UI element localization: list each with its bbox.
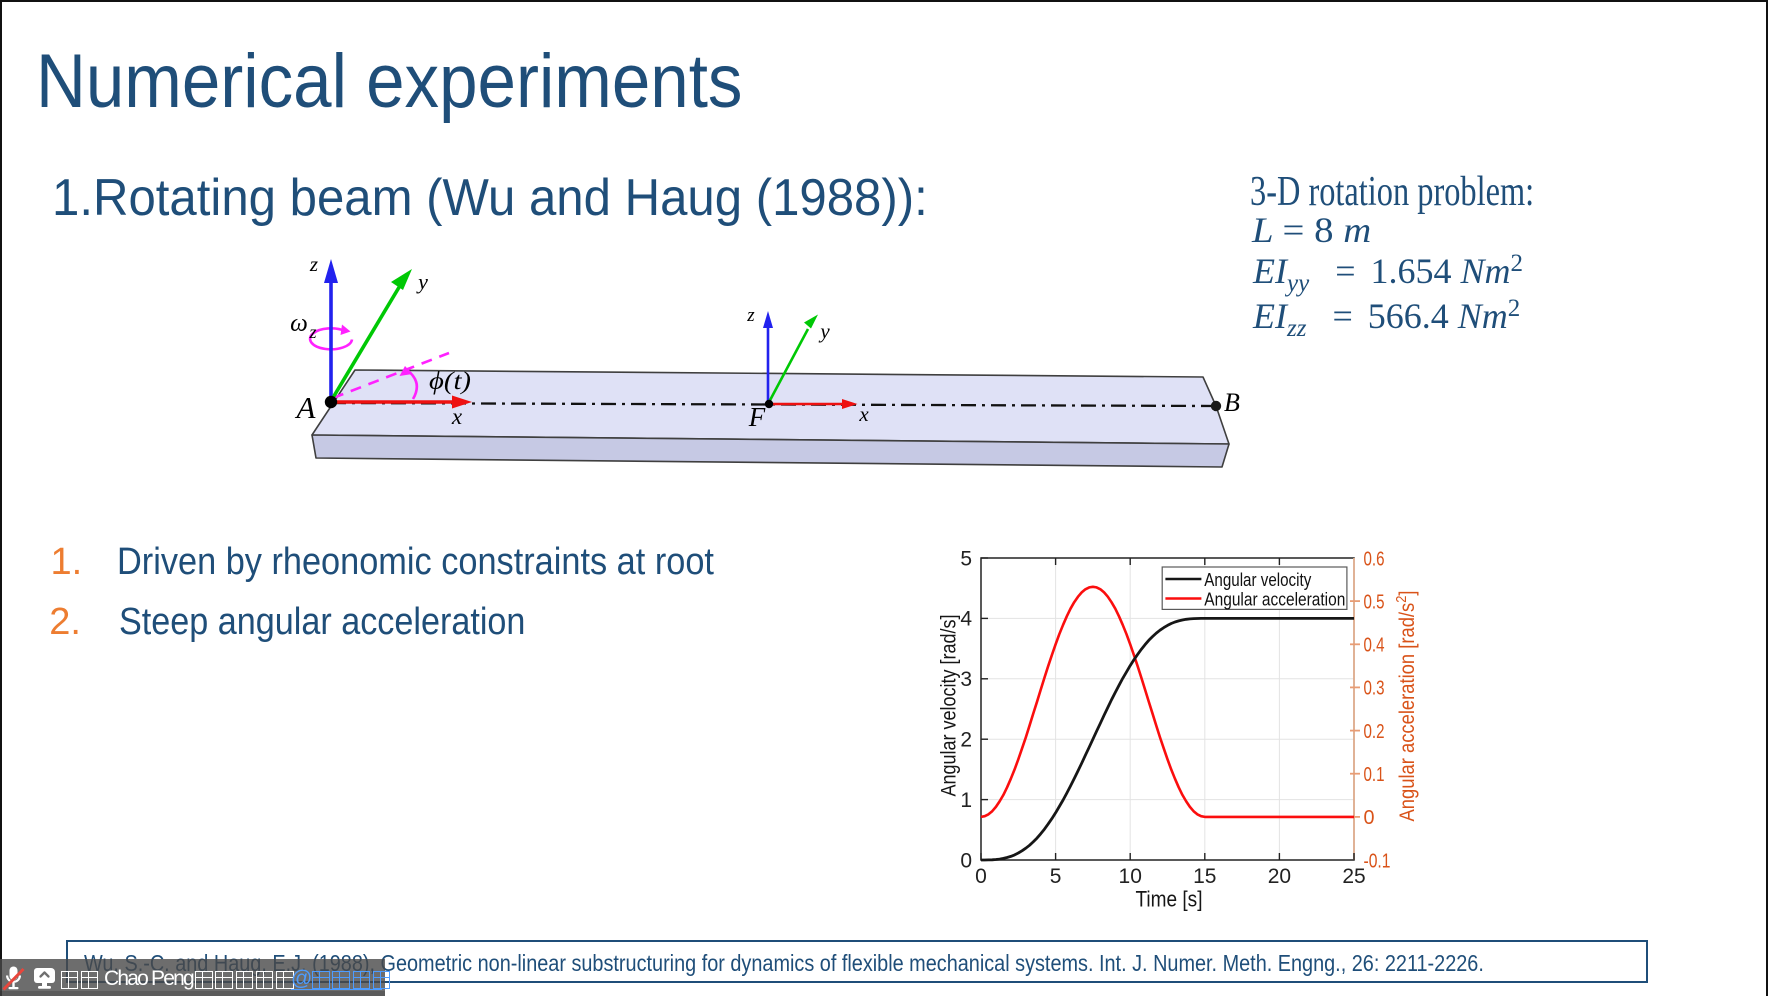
svg-text:x: x — [451, 404, 463, 429]
svg-text:F: F — [748, 402, 766, 432]
svg-text:0.6: 0.6 — [1364, 548, 1385, 570]
svg-text:B: B — [1224, 388, 1240, 417]
svg-text:x: x — [858, 402, 869, 426]
svg-text:10: 10 — [1119, 865, 1142, 888]
svg-text:1: 1 — [960, 789, 972, 812]
svg-text:ϕ(t): ϕ(t) — [429, 368, 471, 395]
svg-text:15: 15 — [1193, 865, 1216, 888]
svg-text:0: 0 — [1364, 807, 1375, 829]
svg-text:2: 2 — [960, 729, 972, 752]
svg-text:ω: ω — [290, 310, 308, 337]
svg-text:y: y — [416, 269, 428, 294]
svg-text:0.1: 0.1 — [1364, 764, 1385, 786]
svg-text:Angular acceleration: Angular acceleration — [1204, 590, 1345, 610]
svg-text:4: 4 — [960, 608, 972, 631]
svg-text:z: z — [309, 252, 318, 276]
svg-text:0: 0 — [975, 865, 987, 888]
svg-text:z: z — [308, 322, 316, 342]
svg-text:0: 0 — [960, 849, 972, 872]
svg-text:0.5: 0.5 — [1364, 591, 1385, 613]
svg-text:Time [s]: Time [s] — [1136, 887, 1203, 912]
svg-text:5: 5 — [1050, 865, 1062, 888]
svg-text:0.2: 0.2 — [1364, 721, 1385, 743]
svg-text:z: z — [746, 305, 755, 326]
svg-text:25: 25 — [1342, 865, 1365, 888]
svg-text:0.4: 0.4 — [1364, 635, 1385, 657]
svg-text:-0.1: -0.1 — [1364, 850, 1391, 872]
svg-text:5: 5 — [960, 547, 972, 570]
svg-text:20: 20 — [1268, 865, 1291, 888]
svg-text:y: y — [818, 319, 830, 343]
svg-text:Angular acceleration [rad/s2]: Angular acceleration [rad/s2] — [1393, 591, 1419, 822]
svg-text:A: A — [295, 390, 317, 425]
svg-text:0.3: 0.3 — [1364, 678, 1385, 700]
svg-text:3: 3 — [960, 668, 972, 691]
svg-text:Angular velocity: Angular velocity — [1204, 570, 1311, 590]
svg-text:Angular velocity [rad/s]: Angular velocity [rad/s] — [936, 615, 960, 797]
